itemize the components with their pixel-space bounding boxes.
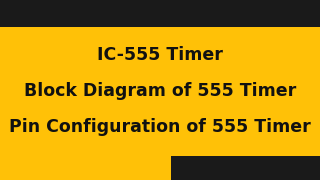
Text: Block Diagram of 555 Timer: Block Diagram of 555 Timer [24, 82, 296, 100]
Text: IC-555 Timer: IC-555 Timer [97, 46, 223, 64]
Text: Integrated Circuit and its Applications(2021): Integrated Circuit and its Applications(… [12, 7, 308, 20]
Text: Pin Configuration of 555 Timer: Pin Configuration of 555 Timer [9, 118, 311, 136]
Text: Engineer’s Choice Tutor: Engineer’s Choice Tutor [176, 163, 316, 173]
